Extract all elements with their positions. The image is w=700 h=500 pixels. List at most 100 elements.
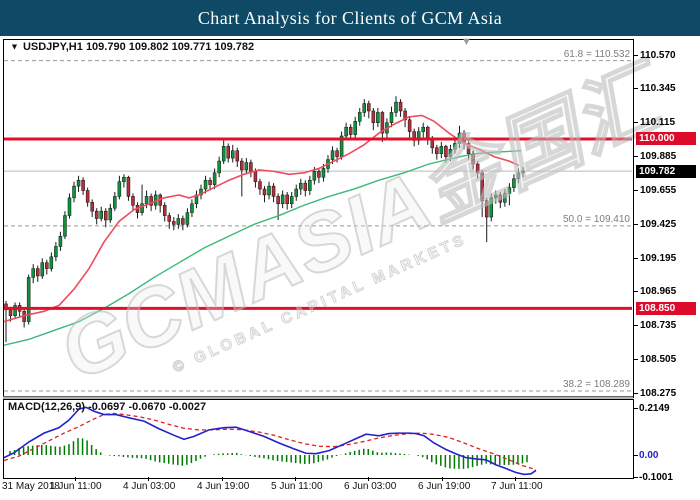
candle-bear	[407, 119, 412, 132]
price-tick-mark	[633, 55, 638, 56]
symbol-period-label: USDJPY,H1	[22, 41, 83, 53]
time-label[interactable]: 7 Jun 11:00	[491, 481, 543, 492]
candle-bear	[226, 146, 230, 159]
candle-bull	[308, 179, 312, 191]
horizontal-support-resistance-lines[interactable]	[4, 137, 632, 310]
price-tick-mark	[633, 223, 638, 225]
candle-bear	[435, 147, 439, 154]
price-tick-label: 110.345	[640, 83, 676, 95]
ma-fast-red-line	[4, 114, 520, 323]
macd-tick-label: -0.1001	[639, 471, 673, 483]
candle-bear	[162, 204, 167, 216]
candle-bull	[40, 262, 45, 277]
candle-bear	[249, 162, 253, 172]
panel-separator[interactable]	[3, 396, 633, 400]
time-label[interactable]: 6 Jun 19:00	[418, 481, 471, 492]
candle-bear	[367, 103, 371, 112]
price-tick-mark	[633, 393, 638, 395]
price-tick-mark	[633, 291, 638, 293]
candle-bull	[299, 182, 303, 190]
candle-bull	[122, 177, 126, 182]
candle-bull	[144, 196, 149, 205]
candle-bear	[85, 190, 90, 203]
time-tick-mark	[515, 477, 516, 481]
ma-slow-green-line	[4, 150, 522, 346]
candle-bull	[267, 185, 271, 196]
candle-bull	[389, 112, 394, 124]
macd-signal-line	[4, 412, 537, 471]
candle-bear	[172, 221, 176, 225]
price-tick-mark	[633, 88, 638, 90]
candle-bull	[516, 172, 521, 179]
time-tick-mark	[222, 477, 223, 481]
candle-bull	[503, 193, 507, 203]
moving-averages	[4, 114, 522, 346]
candle-bull	[394, 101, 398, 113]
time-tick-mark	[368, 477, 369, 481]
candle-bull	[108, 207, 113, 221]
candle-bear	[81, 179, 85, 191]
candle-bull	[244, 162, 249, 171]
price-tick-label: 109.885	[640, 150, 677, 162]
candle-bear	[276, 196, 280, 205]
candle-bull	[76, 179, 81, 187]
candle-bear	[181, 218, 185, 225]
chevron-down-icon[interactable]: ▼	[10, 42, 19, 52]
price-tick-label: 110.570	[640, 50, 676, 61]
macd-header: MACD(12,26,9) -0.0697 -0.0670 -0.0027	[8, 401, 206, 413]
candle-bear	[271, 185, 276, 197]
symbol-ohlc-header[interactable]: ▼ USDJPY,H1 109.790 109.802 109.771 109.…	[9, 41, 254, 53]
price-tick-label: 108.275	[640, 388, 677, 400]
candle-bear	[131, 196, 135, 206]
candle-bull	[176, 218, 181, 225]
candle-bear	[94, 210, 99, 219]
time-label[interactable]: 4 Jun 19:00	[197, 481, 250, 492]
candle-bull	[217, 160, 221, 174]
time-label[interactable]: 5 Jun 11:00	[271, 481, 323, 492]
candle-bull	[280, 194, 285, 205]
macd-label: MACD(12,26,9)	[8, 401, 86, 413]
macd-tick-mark	[633, 455, 638, 456]
candle-bear	[126, 177, 131, 197]
candle-bull	[99, 210, 103, 219]
ohlc-values: 109.790 109.802 109.771 109.782	[85, 41, 255, 53]
candle-bull	[58, 235, 63, 247]
candle-bull	[199, 188, 203, 196]
macd-tick-label: 0.00	[639, 450, 659, 461]
page-title: Chart Analysis for Clients of GCM Asia	[197, 8, 503, 28]
fib-level-label: 38.2 = 108.289	[562, 378, 630, 390]
candle-bear	[167, 215, 172, 222]
candle-bear	[104, 210, 108, 221]
object-anchor-icon[interactable]: ▼	[461, 36, 472, 48]
candle-bull	[344, 126, 348, 137]
price-tick-mark	[633, 359, 638, 361]
price-tick-mark	[633, 257, 638, 259]
candlesticks	[4, 96, 525, 343]
candle-bull	[63, 215, 67, 237]
candle-bull	[54, 246, 58, 258]
time-label[interactable]: 31 May 2018	[2, 481, 60, 492]
macd-tick-label: 0.2149	[639, 403, 670, 414]
candle-bull	[289, 196, 294, 205]
candle-bear	[208, 179, 212, 185]
time-label[interactable]: 6 Jun 03:00	[344, 481, 397, 492]
candle-bear	[35, 268, 40, 277]
time-label[interactable]: 4 Jun 03:00	[123, 481, 176, 492]
candle-bull	[294, 188, 298, 197]
candle-bull	[26, 277, 31, 322]
time-label[interactable]: 1 Jun 11:00	[50, 481, 102, 492]
price-tick-label: 108.505	[640, 354, 677, 366]
candle-bear	[90, 202, 94, 212]
macd-tick-mark	[633, 476, 638, 478]
time-tick-mark	[295, 477, 296, 481]
price-tick-label: 109.655	[640, 184, 677, 196]
macd-tick-mark	[633, 408, 638, 409]
candle-bull	[357, 112, 362, 122]
candle-bull	[521, 170, 525, 174]
candle-bull	[321, 168, 326, 178]
price-tick-mark	[633, 189, 638, 191]
candle-bear	[403, 110, 407, 121]
macd-indicator	[4, 406, 537, 476]
